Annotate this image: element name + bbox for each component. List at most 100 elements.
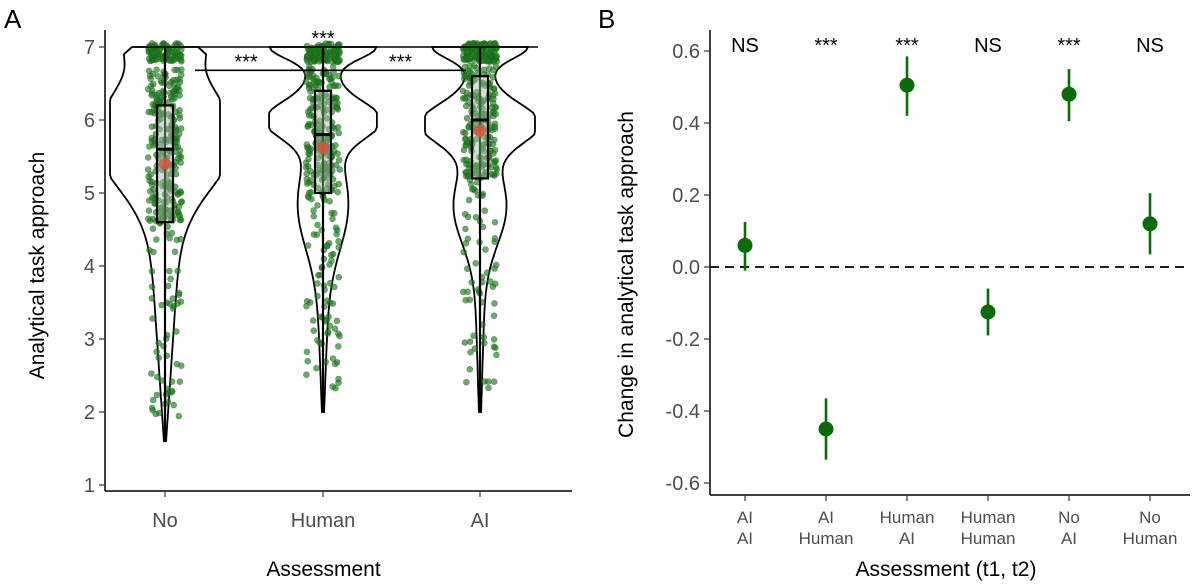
data-point <box>491 218 499 226</box>
x-tick-label-t1: No <box>1058 508 1080 527</box>
data-point <box>155 354 162 362</box>
data-point <box>173 138 181 145</box>
data-point <box>331 325 339 333</box>
data-point <box>332 161 340 169</box>
data-point <box>149 70 157 78</box>
x-tick-label-t2: Human <box>799 529 854 548</box>
data-point <box>171 85 179 92</box>
data-point <box>310 207 317 214</box>
data-point <box>334 58 342 65</box>
data-point <box>176 378 184 386</box>
data-point <box>153 48 161 56</box>
x-tick-label-t2: AI <box>1061 529 1077 548</box>
data-point <box>310 78 318 86</box>
data-point <box>158 301 165 309</box>
estimate-point <box>737 237 753 253</box>
data-point <box>490 378 498 386</box>
data-point <box>334 150 341 158</box>
data-point <box>304 123 312 130</box>
data-point <box>171 248 179 256</box>
data-point <box>170 401 177 409</box>
data-point <box>174 267 181 275</box>
data-point <box>472 259 480 267</box>
data-point <box>470 332 477 340</box>
data-point <box>489 74 497 81</box>
data-point <box>330 283 338 291</box>
data-point <box>311 49 319 57</box>
data-point <box>473 64 480 72</box>
data-point <box>330 210 338 217</box>
data-point <box>461 129 469 137</box>
significance-label: *** <box>814 35 838 57</box>
data-point <box>332 224 340 231</box>
data-point <box>310 327 318 335</box>
sig-label-no-human: *** <box>234 51 258 73</box>
data-point <box>314 202 321 209</box>
data-point <box>303 371 310 379</box>
data-point <box>462 102 470 110</box>
data-point <box>460 248 468 256</box>
y-tick-label: 5 <box>84 183 95 205</box>
data-point <box>335 72 342 80</box>
y-tick-label: 0.2 <box>672 185 700 207</box>
data-point <box>323 51 330 59</box>
data-point <box>305 84 313 92</box>
data-point <box>490 343 498 351</box>
data-point <box>148 87 156 94</box>
data-point <box>491 280 499 288</box>
data-point <box>150 248 157 256</box>
data-point <box>172 54 179 62</box>
estimate-point <box>1061 86 1077 102</box>
data-point <box>480 333 488 341</box>
data-point <box>328 79 335 86</box>
y-tick-label: 0.4 <box>672 113 700 135</box>
data-point <box>302 78 310 85</box>
data-point <box>178 66 185 73</box>
data-point <box>467 348 474 356</box>
y-tick-label: 4 <box>84 256 95 278</box>
data-point <box>176 114 184 122</box>
data-point <box>302 159 310 167</box>
data-point <box>147 188 154 195</box>
significance-label: NS <box>731 35 759 57</box>
data-point <box>314 292 321 300</box>
y-tick-label: 6 <box>84 110 95 132</box>
data-point <box>305 66 313 73</box>
data-point <box>176 213 184 220</box>
x-tick-label-t2: Human <box>1123 529 1178 548</box>
x-tick-label-t1: Human <box>961 508 1016 527</box>
estimate-point <box>980 304 996 320</box>
data-point <box>335 375 342 383</box>
significance-label: *** <box>1057 35 1081 57</box>
data-point <box>490 336 498 343</box>
data-point <box>175 412 183 420</box>
data-point <box>461 72 468 79</box>
data-point <box>167 275 174 283</box>
data-point <box>335 244 343 251</box>
data-point <box>303 348 311 356</box>
y-tick-label: -0.2 <box>666 329 700 351</box>
data-point <box>152 410 160 418</box>
data-point <box>491 300 498 307</box>
data-point <box>333 317 341 325</box>
data-point <box>464 213 472 221</box>
y-tick-label: 0.0 <box>672 257 700 279</box>
data-point <box>156 97 163 104</box>
data-point <box>493 166 501 173</box>
x-tick-label-t1: Human <box>880 508 935 527</box>
data-point <box>314 221 321 229</box>
data-point <box>153 236 160 243</box>
data-point <box>492 157 500 164</box>
data-point <box>492 104 500 111</box>
data-point <box>169 295 176 302</box>
data-point <box>307 189 315 196</box>
y-tick-label: -0.6 <box>666 473 700 495</box>
data-point <box>464 235 472 242</box>
data-point <box>335 129 343 137</box>
panel-a-label: A <box>4 4 22 34</box>
data-point <box>459 87 467 95</box>
data-point <box>145 215 152 223</box>
data-point <box>462 296 469 304</box>
data-point <box>144 154 152 161</box>
data-point <box>328 251 335 259</box>
